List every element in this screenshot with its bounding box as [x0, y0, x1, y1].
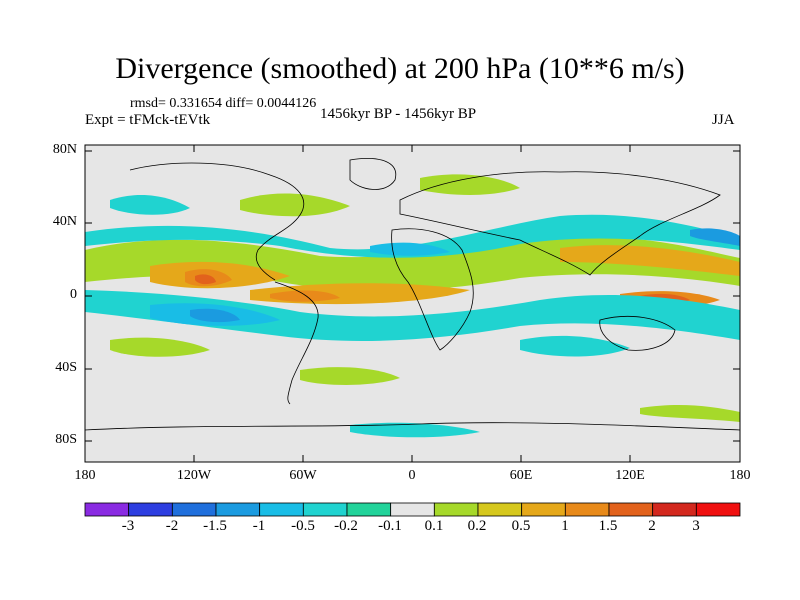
map-title: Divergence (smoothed) at 200 hPa (10**6 … [115, 52, 685, 85]
coastlines [85, 158, 740, 431]
coast-africa [391, 228, 474, 351]
colorbar-label: -0.2 [334, 518, 358, 534]
positive-blob-s [300, 367, 400, 385]
colorbar-label: -0.5 [291, 518, 315, 534]
colorbar-label: -1.5 [203, 518, 227, 534]
season-label: JJA [712, 112, 735, 128]
contour-field [85, 158, 740, 438]
x-tick-label: 60W [289, 468, 317, 483]
colorbar-label: 1.5 [598, 518, 618, 534]
colorbar-label: -2 [165, 518, 179, 534]
positive-blob-sp [110, 337, 210, 357]
colorbar-label: -3 [121, 518, 135, 534]
colorbar-swatch [259, 502, 304, 517]
coast-antarctica [85, 422, 740, 431]
y-ticks [85, 150, 740, 442]
colorbar-swatch [302, 502, 348, 517]
x-tick-label: 120W [176, 468, 212, 483]
negative-core-b [190, 308, 240, 323]
x-ticks [84, 145, 741, 462]
y-tick-label: 40N [52, 214, 77, 229]
colorbar-swatch [564, 502, 610, 517]
coast-australia [599, 315, 676, 351]
x-tick-label: 60E [509, 468, 533, 483]
negative-blob-ant [350, 422, 480, 438]
colorbar-label: 0.5 [511, 518, 531, 534]
y-tick-label: 80S [55, 432, 77, 447]
colorbar-swatch [84, 502, 130, 517]
colorbar-label: 0.2 [467, 518, 487, 534]
negative-core-c [370, 242, 450, 256]
colorbar-swatch [215, 502, 261, 517]
colorbar-swatch [521, 502, 566, 517]
colorbar [84, 502, 741, 517]
colorbar-label: 0.1 [424, 518, 444, 534]
colorbar-label: 2 [648, 518, 656, 534]
colorbar-swatch [608, 502, 654, 517]
experiment-label: Expt = tFMck-tEVtk [85, 112, 211, 128]
colorbar-swatch [390, 502, 435, 517]
y-tick-label: 40S [55, 360, 77, 375]
colorbar-swatch [128, 502, 173, 517]
negative-band-north [85, 214, 740, 258]
x-tick-label: 180 [74, 468, 96, 483]
x-tick-label: 0 [408, 468, 416, 483]
coast-south-america [274, 281, 319, 405]
positive-blob-eu [420, 174, 520, 195]
colorbar-label: 1 [561, 518, 569, 534]
negative-core-d [690, 228, 740, 246]
negative-blob-se [520, 335, 630, 357]
colorbar-swatch [695, 502, 741, 517]
colorbar-swatch [171, 502, 217, 517]
negative-blob-nw [110, 194, 190, 215]
x-tick-label: 120E [615, 468, 645, 483]
positive-blob-na [240, 193, 350, 217]
colorbar-swatch [477, 502, 523, 517]
positive-core-c [195, 274, 216, 285]
positive-core-e [270, 290, 340, 302]
colorbar-swatch [433, 502, 479, 517]
coast-greenland [349, 158, 397, 190]
period-label: 1456kyr BP - 1456kyr BP [320, 106, 477, 122]
y-tick-label: 80N [52, 142, 77, 157]
colorbar-swatch [346, 502, 392, 517]
colorbar-swatch [652, 502, 697, 517]
coast-eurasia [399, 171, 721, 276]
coast-north-america [129, 162, 305, 281]
positive-blob-ant [640, 405, 740, 422]
colorbar-label: -1 [252, 518, 266, 534]
colorbar-label: 3 [692, 518, 700, 534]
negative-band-eq [85, 290, 740, 341]
y-tick-label: 0 [70, 287, 77, 302]
colorbar-label: -0.1 [378, 518, 402, 534]
positive-core-f [560, 245, 740, 276]
x-tick-label: 180 [729, 468, 751, 483]
rmsd-stats: rmsd= 0.331654 diff= 0.0044126 [130, 96, 317, 111]
